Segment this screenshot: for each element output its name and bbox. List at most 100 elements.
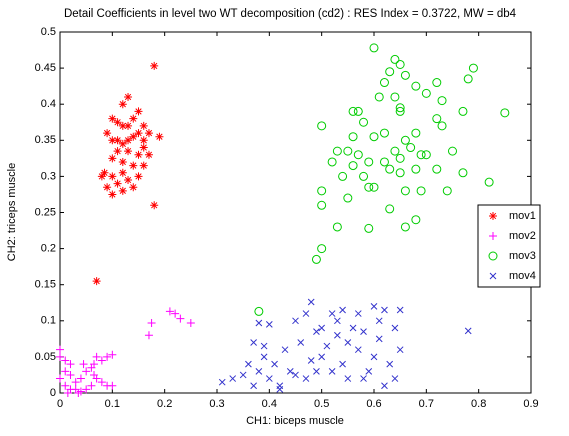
point: [344, 339, 352, 346]
legend-box: [477, 204, 541, 288]
point: [458, 168, 468, 178]
point: [74, 389, 83, 397]
y-tick-label: 0.45: [35, 62, 56, 74]
point: [311, 254, 321, 264]
point: [250, 339, 257, 346]
y-tick-label: 0.4: [41, 98, 56, 110]
point: [339, 360, 346, 368]
point: [317, 200, 327, 210]
point: [108, 154, 117, 163]
point: [100, 168, 109, 177]
x-axis-label: CH1: biceps muscle: [246, 415, 344, 427]
point: [375, 317, 383, 325]
point: [416, 150, 426, 160]
point: [395, 103, 405, 113]
point: [317, 244, 327, 254]
point: [339, 306, 346, 314]
point: [348, 132, 358, 142]
x-tick-label: 0.6: [366, 398, 381, 410]
point: [255, 319, 263, 327]
point: [147, 318, 156, 327]
point: [432, 78, 442, 88]
point: [375, 335, 383, 343]
point: [500, 108, 510, 118]
point: [176, 314, 185, 323]
point: [390, 146, 400, 156]
point: [411, 128, 421, 138]
legend-marker: [489, 212, 497, 220]
legend-label: mov2: [509, 230, 536, 242]
point: [416, 186, 426, 196]
point: [113, 179, 122, 188]
point: [139, 121, 148, 130]
x-tick-label: 0.1: [105, 398, 120, 410]
point: [229, 375, 237, 382]
point: [129, 114, 138, 123]
point: [463, 74, 473, 84]
plot-area: [59, 31, 532, 394]
point: [150, 201, 159, 210]
point: [302, 310, 310, 317]
y-tick-label: 0.35: [35, 134, 56, 146]
point: [82, 367, 91, 376]
point: [385, 164, 395, 174]
x-tick-label: 0.7: [419, 398, 434, 410]
point: [254, 306, 264, 316]
point: [348, 161, 358, 171]
point: [395, 168, 405, 178]
point: [113, 147, 122, 156]
point: [113, 118, 122, 127]
point: [61, 381, 70, 390]
point: [118, 121, 127, 130]
point: [364, 223, 374, 233]
point: [292, 317, 299, 325]
x-tick-label: 0.9: [523, 398, 538, 410]
point: [218, 378, 226, 386]
point: [76, 374, 85, 383]
point: [437, 96, 447, 106]
point: [359, 117, 369, 127]
point: [400, 222, 410, 232]
point: [292, 371, 299, 379]
point: [395, 153, 405, 163]
point: [348, 106, 358, 116]
point: [61, 367, 70, 376]
point: [265, 375, 273, 382]
point: [124, 121, 133, 130]
point: [134, 150, 143, 159]
point: [103, 352, 112, 361]
point: [245, 360, 252, 368]
y-tick-label: 0.1: [41, 315, 56, 327]
point: [139, 136, 148, 145]
point: [271, 360, 278, 368]
y-tick-label: 0.5: [41, 26, 56, 38]
point: [97, 172, 106, 181]
point: [129, 161, 138, 170]
point: [332, 146, 342, 156]
point: [369, 182, 379, 192]
point: [318, 324, 326, 332]
point: [61, 356, 70, 365]
legend-label: mov4: [509, 270, 536, 282]
point: [113, 136, 122, 145]
point: [92, 277, 101, 286]
point: [369, 132, 379, 142]
point: [343, 193, 353, 203]
point: [374, 92, 384, 102]
point: [464, 327, 472, 335]
point: [118, 100, 127, 109]
point: [437, 121, 447, 131]
point: [134, 129, 143, 138]
point: [484, 177, 494, 187]
point: [118, 157, 127, 166]
point: [103, 129, 112, 138]
point: [317, 186, 327, 196]
point: [90, 360, 99, 369]
point: [286, 367, 294, 375]
y-tick-label: 0: [50, 387, 56, 399]
point: [313, 328, 320, 335]
x-tick-label: 0: [57, 398, 63, 410]
point: [391, 324, 399, 332]
x-tick-label: 0.4: [262, 398, 277, 410]
